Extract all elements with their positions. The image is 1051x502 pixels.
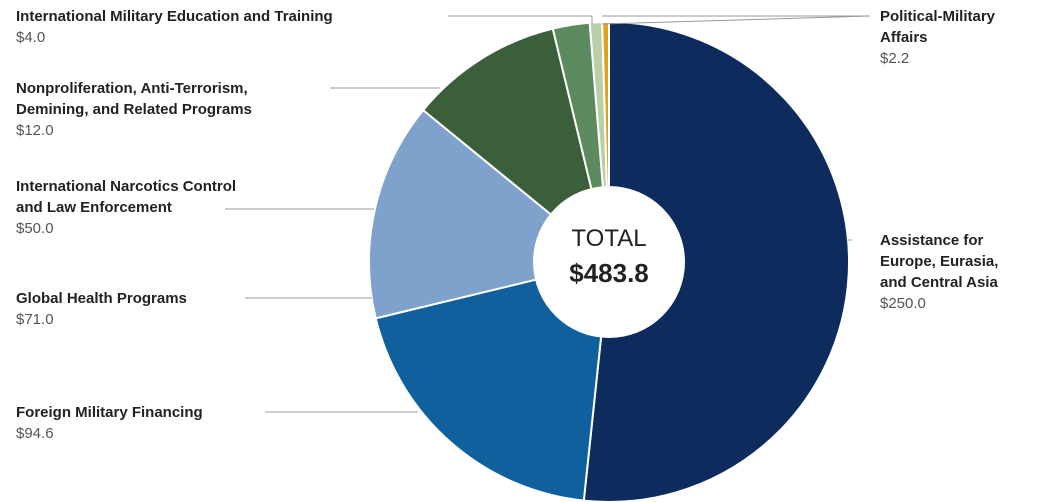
slice-label: Global Health Programs $71.0 [16, 288, 187, 330]
value-label: $12.0 [16, 122, 54, 139]
category-name: International Military Education and Tra… [16, 8, 333, 25]
donut-hole [533, 186, 685, 338]
value-label: $50.0 [16, 220, 54, 237]
leader-line [448, 15, 593, 24]
slice-label: Foreign Military Financing $94.6 [16, 402, 203, 444]
slice-label: Nonproliferation, Anti-Terrorism, Demini… [16, 78, 252, 141]
value-label: $71.0 [16, 311, 54, 328]
slice [582, 20, 850, 502]
slice [374, 260, 611, 502]
leader-line [601, 15, 871, 25]
category-name: International Narcotics Control and Law … [16, 178, 237, 216]
center-total: $483.8 [569, 258, 649, 288]
value-label: $250.0 [880, 295, 926, 312]
value-label: $2.2 [880, 50, 910, 67]
slice-label: International Narcotics Control and Law … [16, 176, 236, 239]
category-name: Nonproliferation, Anti-Terrorism, Demini… [16, 80, 252, 118]
category-name: Assistance for Europe, Eurasia, and Cent… [880, 232, 999, 291]
category-name: Political-Military Affairs [880, 8, 996, 46]
category-name: Foreign Military Financing [16, 404, 203, 421]
value-label: $94.6 [16, 425, 54, 442]
slice-label: Political-Military Affairs $2.2 [880, 6, 995, 69]
center-label: TOTAL [571, 225, 646, 252]
slice-label: Assistance for Europe, Eurasia, and Cent… [880, 230, 998, 314]
slice-label: International Military Education and Tra… [16, 6, 333, 48]
value-label: $4.0 [16, 29, 46, 46]
category-name: Global Health Programs [16, 290, 187, 307]
